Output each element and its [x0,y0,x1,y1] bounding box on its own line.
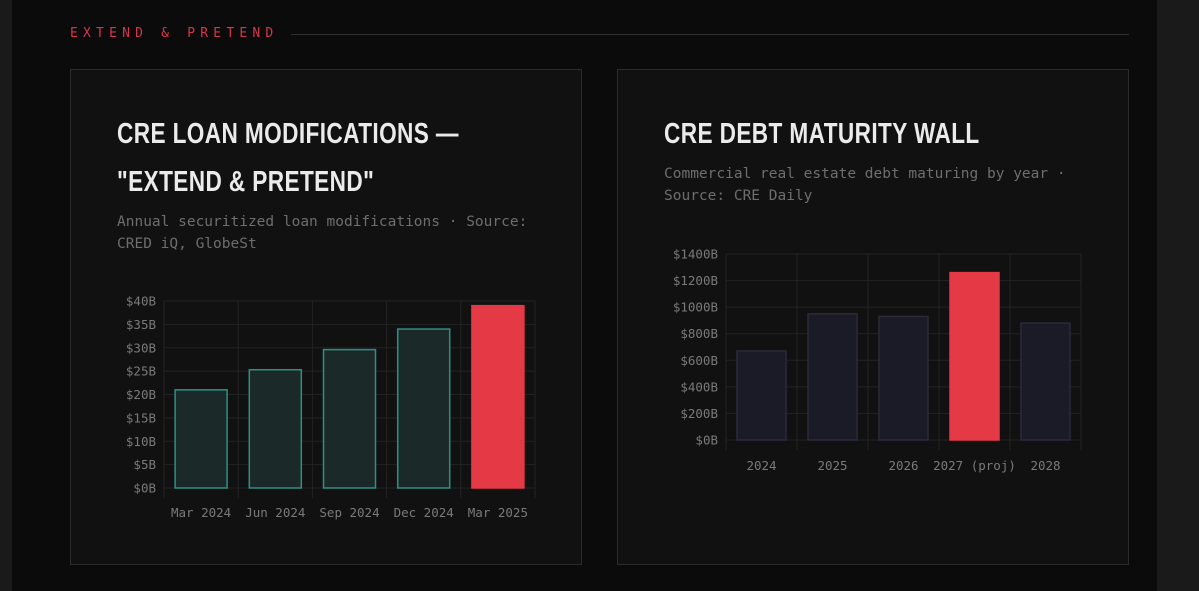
section-divider [291,34,1129,35]
x-tick-label: Dec 2024 [394,505,454,520]
bar-sep-2024 [322,348,377,489]
y-tick-label: $35B [126,317,156,332]
y-tick-label: $30B [126,340,156,355]
y-tick-label: $0B [133,481,156,496]
y-tick-label: $5B [133,457,156,472]
bar-2027-proj [949,271,1000,441]
maturity-wall-chart: $0B $200B $400B $600B $800B $1000B $1200B $1400… [673,247,1082,473]
card-subtitle: Annual securitized loan modifications · … [117,214,528,252]
y-tick-label: $0B [695,433,718,448]
y-tick-label: $1400B [673,247,718,262]
y-tick-label: $600B [680,353,718,368]
x-tick-label: Jun 2024 [245,505,305,520]
right-frame-edge [1157,0,1199,591]
maturity-wall-card: CRE DEBT MATURITY WALL Commercial real e… [617,69,1129,565]
y-tick-label: $1200B [673,273,718,288]
x-tick-label: Mar 2025 [468,505,528,520]
x-tick-label: 2027 (proj) [933,458,1016,473]
bar-2024 [736,350,787,441]
x-tick-label: Mar 2024 [171,505,231,520]
x-tick-label: 2026 [888,458,918,473]
y-tick-label: $400B [680,379,718,394]
card-title: CRE DEBT MATURITY WALL [664,118,980,150]
y-tick-label: $200B [680,406,718,421]
y-tick-label: $800B [680,326,718,341]
x-tick-label: 2025 [817,458,847,473]
left-frame-edge [0,0,12,591]
section-label: EXTEND & PRETEND [70,26,279,41]
x-tick-label: 2028 [1030,458,1060,473]
y-tick-label: $10B [126,434,156,449]
x-tick-label: 2024 [746,458,776,473]
y-tick-label: $1000B [673,300,718,315]
y-tick-label: $15B [126,410,156,425]
bar-2025 [807,313,858,441]
y-tick-label: $40B [126,294,156,309]
bar-mar-2025 [471,304,525,489]
loan-modifications-chart: $0B $5B $10B $15B $20B $25B $30B $35B $40B Mar 20… [126,294,536,520]
bar-jun-2024 [248,368,303,489]
bar-2026 [878,315,929,441]
bar-mar-2024 [174,389,228,489]
bar-2028 [1020,322,1071,441]
x-tick-label: Sep 2024 [319,505,379,520]
card-title: CRE LOAN MODIFICATIONS — "EXTEND & PRETE… [117,118,459,198]
section-header: EXTEND & PRETEND [70,26,1129,44]
bar-dec-2024 [396,328,451,489]
card-subtitle: Commercial real estate debt maturing by … [664,166,1066,204]
y-tick-label: $25B [126,364,156,379]
y-tick-label: $20B [126,387,156,402]
loan-modifications-card: CRE LOAN MODIFICATIONS — "EXTEND & PRETE… [70,69,582,565]
